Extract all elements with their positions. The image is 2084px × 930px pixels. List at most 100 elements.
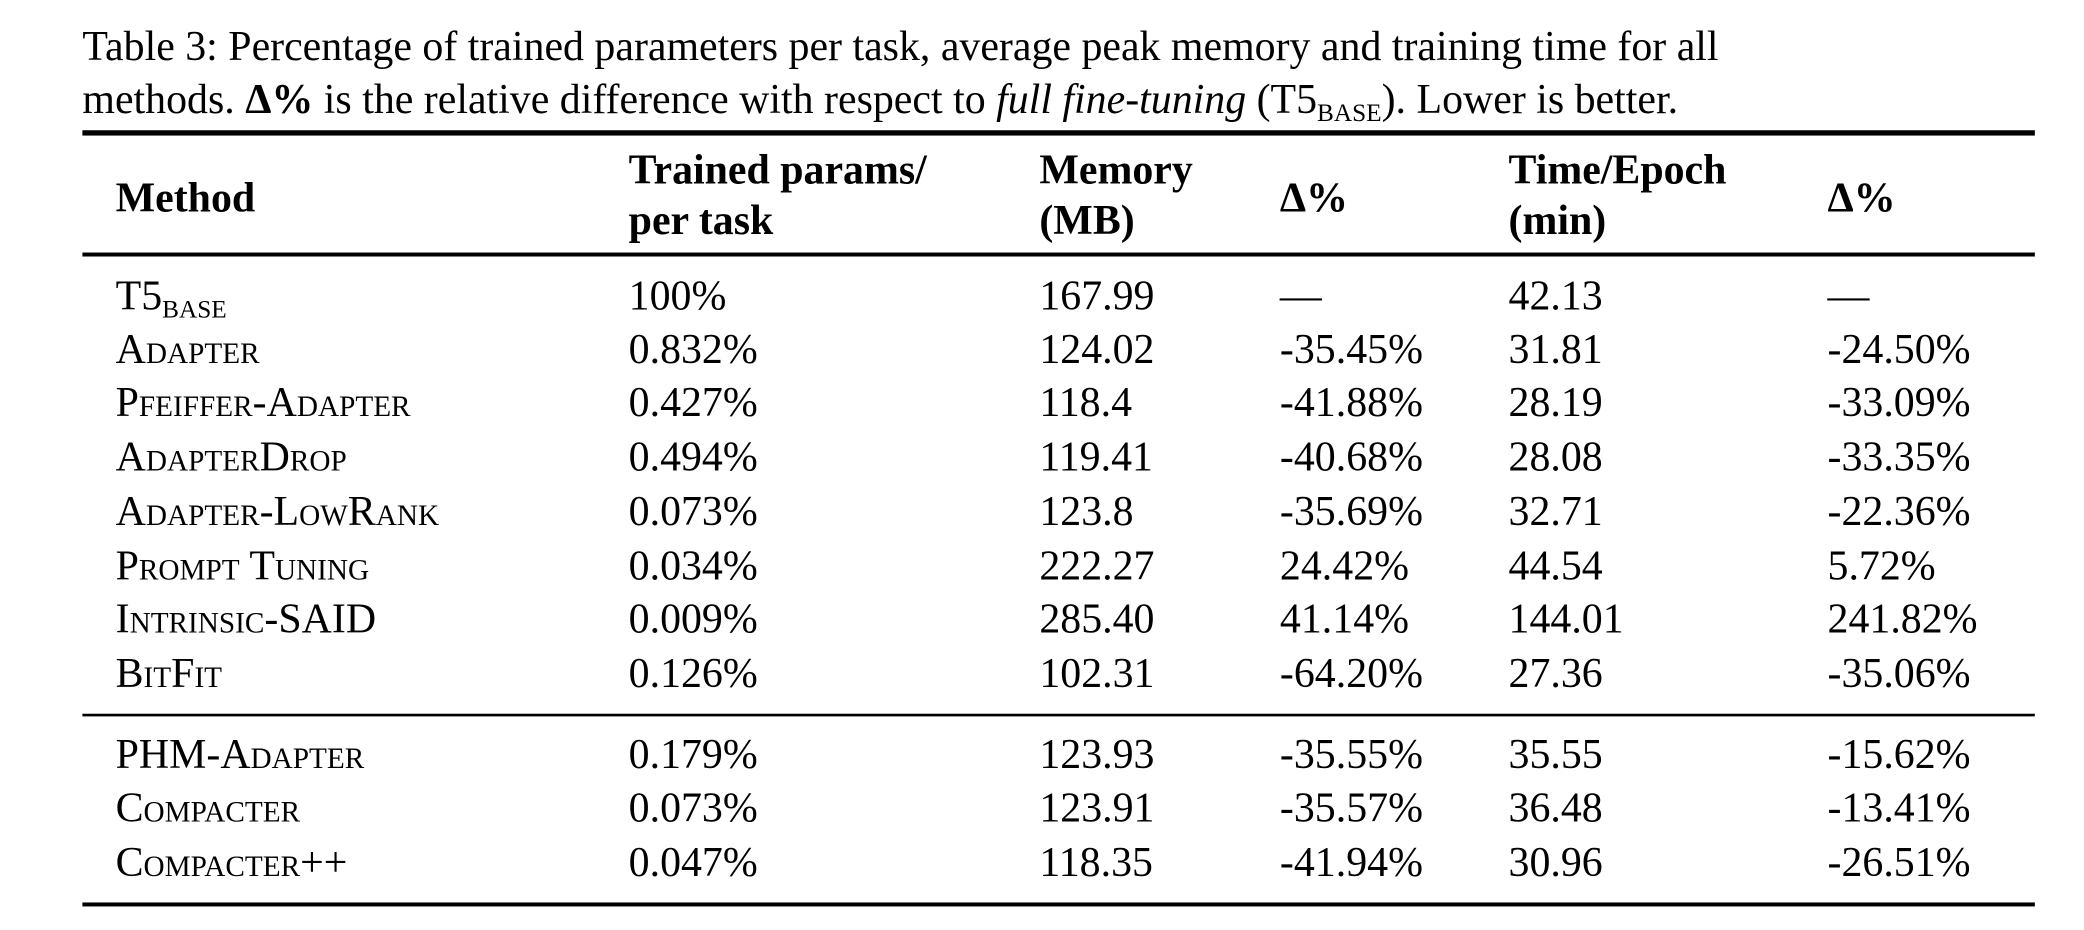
cell-dmem: -35.45% [1280,328,1423,370]
cell-dmem: -41.94% [1280,841,1423,883]
cell-text: -41.88% [1279,378,1423,426]
cell-time: 144.01 [1509,598,1624,640]
caption-text: methods. [82,75,246,123]
cell-subscript: BASE [162,296,227,325]
caption-line-1: Table 3: Percentage of trained parameter… [82,22,1719,70]
cell-method: PHM-Adapter [116,733,365,776]
caption-text: (T5 [1246,75,1318,123]
caption-italic: full fine-tuning [996,75,1247,123]
cell-text: 36.48 [1508,784,1603,831]
cell-text: 222.27 [1039,542,1155,589]
cell-dtime: -33.09% [1828,381,1971,423]
header-rule [82,252,2035,257]
cell-text: BitFit [115,649,223,697]
cell-text: -35.57% [1279,784,1423,831]
cell-params: 0.073% [629,490,758,532]
cell-text: 31.81 [1508,325,1603,373]
cell-text: -24.50% [1827,325,1971,373]
cell-text: -35.06% [1827,649,1971,697]
cell-method: T5BASE [116,275,227,323]
cell-time: 30.96 [1509,841,1603,883]
cell-text: 102.31 [1039,649,1155,697]
cell-text: 123.91 [1039,784,1155,831]
cell-time: 42.13 [1509,275,1603,317]
cell-memory: 123.8 [1039,490,1133,532]
cell-text: 0.832% [628,325,758,373]
cell-dtime: 5.72% [1828,545,1936,587]
cell-text: 0.047% [628,838,758,886]
cell-text: 167.99 [1039,272,1155,319]
cell-text: 100% [628,272,727,319]
cell-text: -26.51% [1827,838,1971,886]
cell-memory: 222.27 [1039,545,1154,587]
cell-text: 24.42% [1279,542,1410,589]
cell-text: -35.45% [1279,325,1423,373]
cell-dmem: 41.14% [1280,598,1409,640]
cell-text: 0.494% [628,433,758,480]
cell-method: Adapter-LowRank [116,490,439,532]
cell-params: 0.832% [629,328,758,370]
cell-method: Prompt Tuning [116,545,370,587]
cell-params: 0.073% [629,786,758,829]
cell-memory: 102.31 [1039,649,1155,697]
cell-dtime: -35.06% [1827,649,1971,697]
cell-dtime: -15.62% [1827,731,1971,778]
cell-text: Adapter [115,325,260,373]
cell-text: 144.01 [1508,595,1624,642]
cell-dmem: — [1280,275,1322,317]
cell-text: 0.179% [628,731,758,778]
header-time-2: (min) [1508,196,1607,244]
cell-time: 28.08 [1509,436,1603,478]
cell-memory: 167.99 [1039,275,1154,317]
cell-text: -13.41% [1827,784,1971,831]
cell-text: Compacter++ [115,838,348,886]
cell-dmem: -35.57% [1279,784,1423,831]
cell-text: 118.4 [1039,378,1133,426]
cell-time: 27.36 [1509,652,1603,695]
cell-text: 35.55 [1508,731,1603,778]
cell-text: -33.35% [1827,433,1971,480]
cell-text: 0.427% [628,378,758,426]
cell-dtime: -24.50% [1828,328,1971,370]
header-method: Method [115,174,256,221]
cell-text: 118.35 [1039,838,1153,886]
cell-text: -64.20% [1279,649,1423,697]
cell-memory: 124.02 [1039,328,1154,370]
cell-memory: 285.40 [1039,598,1154,640]
cell-time: 35.55 [1508,731,1603,778]
cell-text: 28.08 [1508,433,1603,480]
cell-text: Adapter-LowRank [115,487,440,535]
cell-time: 31.81 [1509,328,1603,370]
cell-params: 0.126% [629,652,758,695]
caption-text: is the relative difference with respect … [313,75,997,123]
cell-method: AdapterDrop [116,436,347,478]
caption-subscript: BASE [1317,99,1382,128]
cell-dtime: -26.51% [1828,841,1971,883]
caption-line-2: methods. Δ% is the relative difference w… [82,78,1678,126]
cell-time: 32.71 [1509,490,1603,532]
cell-dtime: — [1828,275,1870,317]
cell-memory: 119.41 [1039,436,1153,478]
cell-text: 124.02 [1039,325,1155,373]
cell-text: -22.36% [1827,487,1971,535]
cell-dmem: -64.20% [1279,649,1423,697]
cell-memory: 118.35 [1039,841,1153,883]
cell-text: -15.62% [1827,731,1971,778]
cell-text: 41.14% [1279,595,1410,642]
cell-time: 28.19 [1509,381,1603,423]
cell-text: -35.55% [1279,731,1423,778]
cell-memory: 123.93 [1039,731,1155,778]
header-memory-1: Memory [1039,146,1193,193]
cell-text: 30.96 [1508,838,1603,886]
cell-text: 241.82% [1827,595,1978,642]
cell-dtime: -13.41% [1827,784,1971,831]
cell-params: 0.047% [629,841,758,883]
caption-delta: Δ% [245,75,314,123]
cell-text: 123.93 [1039,731,1155,778]
cell-text: T5 [115,272,163,319]
cell-params: 100% [629,275,727,317]
cell-text: 119.41 [1039,433,1153,480]
cell-params: 0.009% [629,598,758,640]
cell-text: Prompt Tuning [115,542,370,589]
header-params-2: per task [628,196,774,244]
